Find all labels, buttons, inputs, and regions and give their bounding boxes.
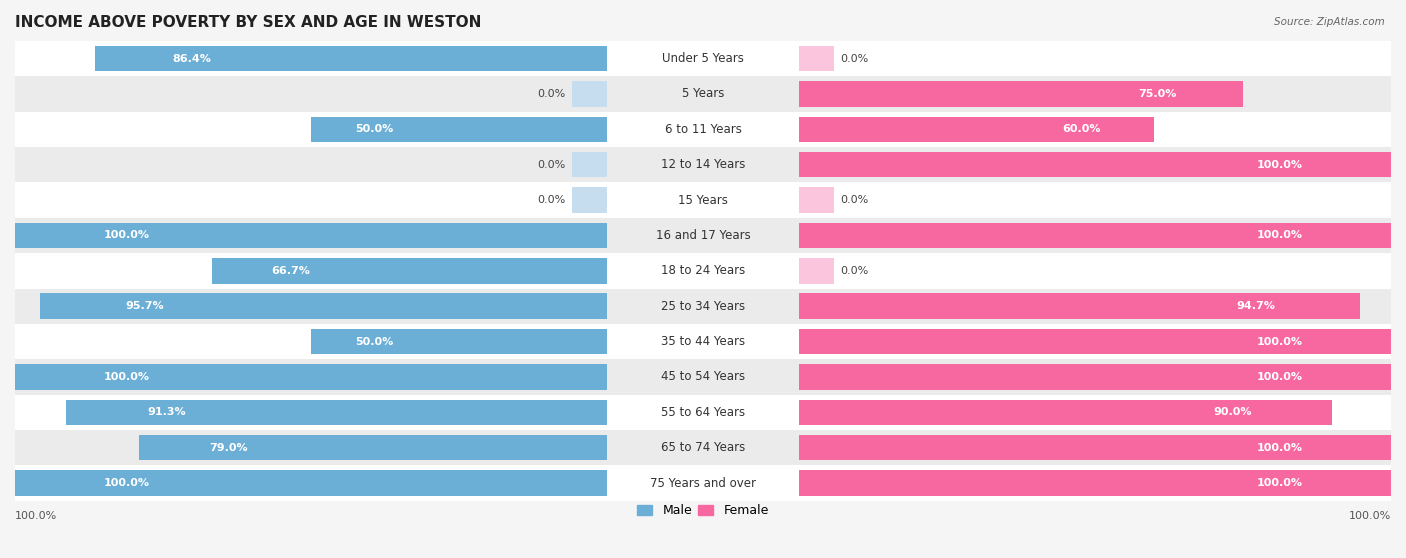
Bar	[41, 294, 606, 319]
Bar	[15, 182, 1391, 218]
Bar	[800, 470, 1391, 496]
Text: 45 to 54 Years: 45 to 54 Years	[661, 371, 745, 383]
Bar	[15, 147, 1391, 182]
Text: Source: ZipAtlas.com: Source: ZipAtlas.com	[1274, 17, 1385, 27]
Text: 0.0%: 0.0%	[537, 89, 565, 99]
Bar	[15, 218, 1391, 253]
Text: 12 to 14 Years: 12 to 14 Years	[661, 158, 745, 171]
Text: 100.0%: 100.0%	[1256, 442, 1302, 453]
Bar	[800, 400, 1331, 425]
Text: 66.7%: 66.7%	[271, 266, 311, 276]
Bar	[311, 329, 606, 354]
Bar	[15, 76, 1391, 112]
Bar	[800, 294, 1360, 319]
Text: 100.0%: 100.0%	[1348, 511, 1391, 521]
Bar	[15, 465, 1391, 501]
Text: 65 to 74 Years: 65 to 74 Years	[661, 441, 745, 454]
Text: 100.0%: 100.0%	[1256, 478, 1302, 488]
Text: 16 and 17 Years: 16 and 17 Years	[655, 229, 751, 242]
Bar	[15, 395, 1391, 430]
Text: 0.0%: 0.0%	[841, 266, 869, 276]
Bar	[15, 364, 606, 389]
Bar	[800, 329, 1391, 354]
Bar	[800, 117, 1154, 142]
Text: 55 to 64 Years: 55 to 64 Years	[661, 406, 745, 419]
Bar	[15, 41, 1391, 76]
Text: 75.0%: 75.0%	[1137, 89, 1177, 99]
Bar	[15, 470, 606, 496]
Bar	[800, 81, 1243, 107]
Text: 15 Years: 15 Years	[678, 194, 728, 206]
Text: 60.0%: 60.0%	[1063, 124, 1101, 134]
Text: 0.0%: 0.0%	[537, 195, 565, 205]
Text: 50.0%: 50.0%	[356, 336, 394, 347]
Text: 100.0%: 100.0%	[104, 478, 150, 488]
Text: 100.0%: 100.0%	[1256, 372, 1302, 382]
Text: 100.0%: 100.0%	[104, 230, 150, 240]
Bar	[800, 258, 834, 283]
Text: 35 to 44 Years: 35 to 44 Years	[661, 335, 745, 348]
Text: 100.0%: 100.0%	[1256, 336, 1302, 347]
Bar	[15, 223, 606, 248]
Bar	[15, 430, 1391, 465]
Bar	[212, 258, 606, 283]
Bar	[66, 400, 606, 425]
Bar	[800, 364, 1391, 389]
Bar	[800, 46, 834, 71]
Text: 100.0%: 100.0%	[1256, 160, 1302, 170]
Text: 0.0%: 0.0%	[841, 54, 869, 64]
Text: 50.0%: 50.0%	[356, 124, 394, 134]
Bar	[15, 253, 1391, 288]
Text: 79.0%: 79.0%	[209, 442, 247, 453]
Bar	[15, 288, 1391, 324]
Bar	[15, 359, 1391, 395]
Bar	[139, 435, 606, 460]
Text: 100.0%: 100.0%	[15, 511, 58, 521]
Text: 90.0%: 90.0%	[1213, 407, 1251, 417]
Text: 18 to 24 Years: 18 to 24 Years	[661, 264, 745, 277]
Text: 100.0%: 100.0%	[1256, 230, 1302, 240]
Text: 100.0%: 100.0%	[104, 372, 150, 382]
Bar	[15, 112, 1391, 147]
Bar	[800, 435, 1391, 460]
Bar	[800, 187, 834, 213]
Bar	[572, 187, 606, 213]
Text: Under 5 Years: Under 5 Years	[662, 52, 744, 65]
Text: 94.7%: 94.7%	[1237, 301, 1275, 311]
Text: 95.7%: 95.7%	[125, 301, 165, 311]
Legend: Male, Female: Male, Female	[633, 499, 773, 522]
Text: 25 to 34 Years: 25 to 34 Years	[661, 300, 745, 312]
Text: 0.0%: 0.0%	[537, 160, 565, 170]
Text: 75 Years and over: 75 Years and over	[650, 477, 756, 489]
Bar	[572, 152, 606, 177]
Text: INCOME ABOVE POVERTY BY SEX AND AGE IN WESTON: INCOME ABOVE POVERTY BY SEX AND AGE IN W…	[15, 15, 481, 30]
Text: 0.0%: 0.0%	[841, 195, 869, 205]
Bar	[15, 324, 1391, 359]
Text: 86.4%: 86.4%	[172, 54, 211, 64]
Bar	[572, 81, 606, 107]
Bar	[311, 117, 606, 142]
Text: 6 to 11 Years: 6 to 11 Years	[665, 123, 741, 136]
Bar	[800, 152, 1391, 177]
Bar	[800, 223, 1391, 248]
Text: 5 Years: 5 Years	[682, 88, 724, 100]
Bar	[96, 46, 606, 71]
Text: 91.3%: 91.3%	[148, 407, 186, 417]
